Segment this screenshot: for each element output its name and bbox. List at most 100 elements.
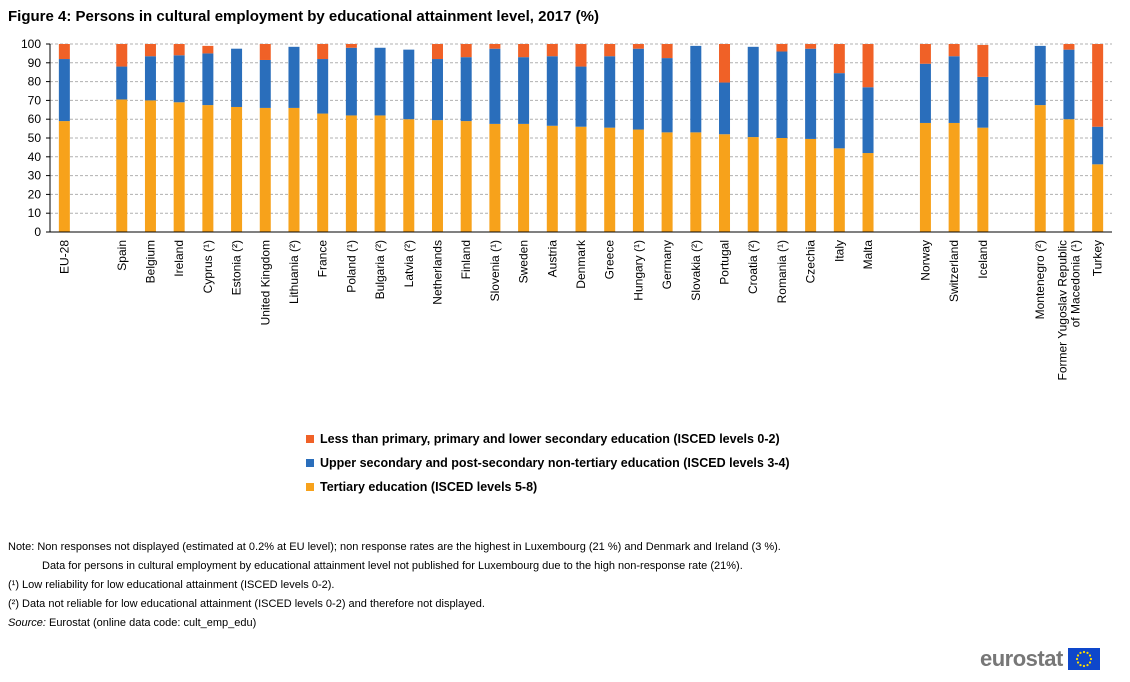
eurostat-logo: eurostat — [980, 646, 1100, 672]
x-tick-label: EU-28 — [57, 240, 71, 274]
bar-lower-secondary — [345, 44, 357, 48]
bar-tertiary — [58, 121, 70, 232]
bar-tertiary — [317, 113, 329, 232]
bar-lower-secondary — [977, 44, 989, 77]
bar-upper-secondary — [719, 82, 731, 135]
bar-tertiary — [231, 106, 243, 232]
bar-lower-secondary — [862, 44, 874, 88]
y-tick-label: 50 — [28, 131, 42, 145]
note-luxembourg: Data for persons in cultural employment … — [8, 560, 743, 572]
x-tick-label: Montenegro (²) — [1033, 240, 1047, 319]
bar-tertiary — [374, 115, 386, 232]
bar-lower-secondary — [317, 44, 329, 60]
legend-item-secondary: Upper secondary and post-secondary non-t… — [306, 456, 790, 470]
bar-lower-secondary — [518, 44, 530, 58]
bar-upper-secondary — [862, 87, 874, 154]
bar-tertiary — [460, 121, 472, 232]
bar-lower-secondary — [144, 44, 156, 57]
bar-lower-secondary — [719, 44, 731, 83]
x-tick-label: Sweden — [517, 240, 531, 283]
bar-lower-secondary — [431, 44, 443, 60]
bars — [58, 44, 1104, 233]
bar-tertiary — [431, 120, 443, 232]
bar-upper-secondary — [632, 48, 644, 130]
x-tick-label: Croatia (²) — [746, 240, 760, 294]
x-tick-label: Netherlands — [430, 240, 444, 305]
bar-tertiary — [948, 122, 960, 232]
bar-lower-secondary — [632, 44, 644, 49]
chart-title: Figure 4: Persons in cultural employment… — [8, 8, 599, 25]
x-tick-label: Finland — [459, 240, 473, 279]
bar-tertiary — [776, 138, 788, 232]
x-tick-label: Slovenia (¹) — [488, 240, 502, 301]
legend-swatch-secondary — [306, 459, 314, 467]
x-axis: EU-28 Spain Belgium Ireland Cyprus (¹) Estoni… — [50, 231, 1112, 381]
bar-upper-secondary — [374, 47, 386, 116]
eu-flag-icon — [1067, 648, 1100, 670]
legend-item-primary: Less than primary, primary and lower sec… — [306, 432, 780, 446]
bar-tertiary — [259, 107, 271, 232]
bar-tertiary — [403, 119, 415, 232]
bar-upper-secondary — [776, 51, 788, 138]
bar-lower-secondary — [202, 45, 214, 54]
note-luxembourg-text: Data for persons in cultural employment … — [42, 560, 743, 572]
note-footnote-2: (²) Data not reliable for low educationa… — [8, 598, 485, 610]
x-tick-label: Spain — [115, 240, 129, 271]
bar-tertiary — [690, 132, 702, 232]
y-tick-label: 20 — [28, 187, 42, 201]
bar-lower-secondary — [805, 44, 817, 49]
x-tick-label: Turkey — [1091, 240, 1105, 276]
source-line: Source: Eurostat (online data code: cult… — [8, 617, 256, 629]
bar-tertiary — [1034, 105, 1046, 232]
bar-lower-secondary — [173, 44, 185, 56]
y-tick-label: 100 — [21, 37, 41, 51]
x-tick-label: Slovakia (²) — [689, 240, 703, 301]
bar-upper-secondary — [345, 47, 357, 116]
bar-lower-secondary — [1092, 44, 1104, 127]
x-tick-label: Bulgaria (²) — [373, 240, 387, 299]
x-tick-label: Denmark — [574, 239, 588, 289]
note-nonresponse: Note: Non responses not displayed (estim… — [8, 541, 781, 553]
x-tick-label: Malta — [861, 240, 875, 270]
bar-lower-secondary — [460, 44, 472, 58]
x-tick-label: Former Yugoslav Republic — [1055, 240, 1069, 381]
x-tick-label: of Macedonia (¹) — [1068, 240, 1082, 327]
legend-label-tertiary: Tertiary education (ISCED levels 5-8) — [320, 480, 538, 494]
bar-tertiary — [1063, 119, 1075, 232]
bar-lower-secondary — [58, 44, 70, 60]
bar-tertiary — [288, 107, 300, 232]
bar-lower-secondary — [919, 44, 931, 64]
y-tick-label: 40 — [28, 150, 42, 164]
x-tick-label: Cyprus (¹) — [201, 240, 215, 293]
bar-upper-secondary — [805, 48, 817, 139]
legend-label-primary: Less than primary, primary and lower sec… — [320, 432, 780, 446]
bar-lower-secondary — [1063, 44, 1075, 50]
x-tick-label: Romania (¹) — [775, 240, 789, 303]
bar-upper-secondary — [431, 59, 443, 121]
y-tick-label: 30 — [28, 169, 42, 183]
bar-lower-secondary — [604, 44, 616, 57]
x-tick-label: Iceland — [976, 240, 990, 279]
y-tick-label: 60 — [28, 112, 42, 126]
bar-lower-secondary — [776, 44, 788, 52]
bar-upper-secondary — [546, 56, 558, 126]
bar-upper-secondary — [977, 76, 989, 128]
bar-upper-secondary — [661, 58, 673, 133]
source-text: Eurostat (online data code: cult_emp_edu… — [45, 617, 257, 629]
bar-tertiary — [173, 102, 185, 232]
x-tick-label: Latvia (²) — [402, 240, 416, 287]
bar-lower-secondary — [259, 44, 271, 60]
bar-tertiary — [719, 134, 731, 232]
bar-tertiary — [604, 127, 616, 232]
bar-lower-secondary — [489, 44, 501, 49]
legend-item-tertiary: Tertiary education (ISCED levels 5-8) — [306, 480, 537, 494]
bar-tertiary — [546, 125, 558, 232]
x-tick-label: Ireland — [172, 240, 186, 277]
y-tick-label: 90 — [28, 56, 42, 70]
bar-upper-secondary — [690, 45, 702, 133]
bar-tertiary — [202, 105, 214, 232]
bar-lower-secondary — [116, 44, 128, 67]
bar-tertiary — [518, 123, 530, 232]
bar-tertiary — [116, 99, 128, 233]
bar-tertiary — [833, 148, 845, 232]
